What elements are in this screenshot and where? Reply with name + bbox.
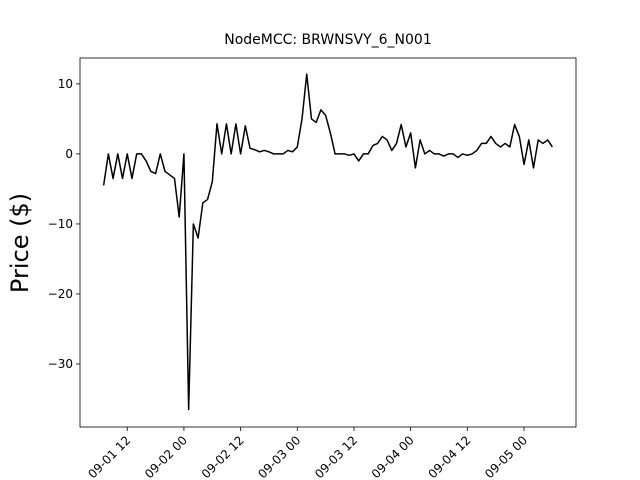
x-tick-label: 09-02 00 — [142, 433, 190, 480]
y-tick-label: 10 — [58, 77, 73, 91]
x-tick-label: 09-04 00 — [369, 433, 417, 480]
y-tick-label: 0 — [65, 147, 73, 161]
x-tick-label: 09-01 12 — [85, 433, 133, 480]
y-axis-label: Price ($) — [6, 193, 34, 293]
plot-frame — [79, 57, 577, 428]
y-tick-label: −20 — [48, 287, 73, 301]
x-tick-label: 09-04 12 — [425, 433, 473, 480]
y-tick-label: −30 — [48, 357, 73, 371]
x-tick-label: 09-03 00 — [255, 433, 303, 480]
y-tick-label: −10 — [48, 217, 73, 231]
price-line — [102, 73, 554, 411]
x-tick-label: 09-03 12 — [312, 433, 360, 480]
chart-title: NodeMCC: BRWNSVY_6_N001 — [224, 32, 432, 48]
x-tick-label: 09-02 12 — [199, 433, 247, 480]
x-tick-label: 09-05 00 — [482, 433, 530, 480]
